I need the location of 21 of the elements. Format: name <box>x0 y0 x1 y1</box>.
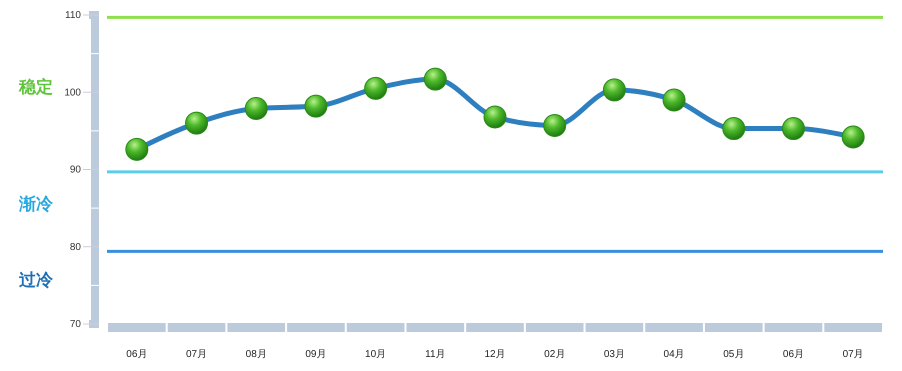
x-tick-label: 06月 <box>782 349 804 360</box>
x-tick-label: 02月 <box>544 349 566 360</box>
text: 渐冷 <box>18 194 54 215</box>
x-tick-label: 11月 <box>425 349 446 360</box>
x-tick-label: 07月 <box>186 349 208 360</box>
x-tick-label: 05月 <box>723 349 744 360</box>
x-tick-label: 10月 <box>365 349 386 360</box>
x-tick-label: 06月 <box>126 349 148 360</box>
x-tick-label: 09月 <box>305 349 326 360</box>
y-tick-label: 80 <box>70 242 82 253</box>
y-tick-label: 110 <box>65 10 82 22</box>
y-tick-label: 70 <box>70 319 82 330</box>
x-tick-label: 07月 <box>842 349 864 360</box>
y-tick-label: 100 <box>64 87 82 98</box>
text: 过冷 <box>18 270 54 291</box>
x-tick-label: 08月 <box>246 349 267 360</box>
y-tick-label: 90 <box>70 164 82 176</box>
x-tick-label: 03月 <box>604 349 625 360</box>
x-tick-label: 04月 <box>664 349 685 360</box>
text: 稳定 <box>18 78 53 98</box>
x-tick-label: 12月 <box>484 349 506 360</box>
